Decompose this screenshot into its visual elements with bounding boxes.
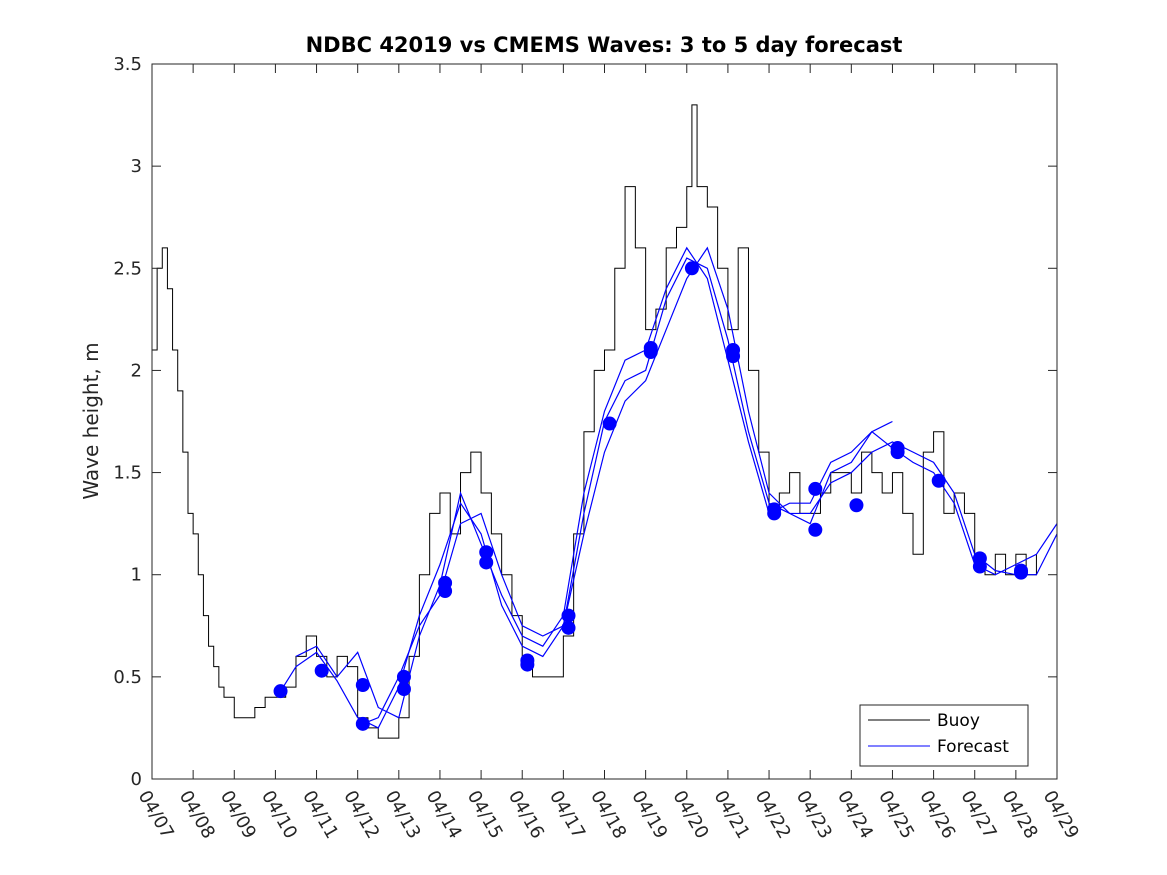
forecast-marker [273,684,288,699]
forecast-marker [767,506,782,521]
forecast-marker [808,481,823,496]
forecast-marker [602,416,617,431]
buoy-series-line [152,104,1037,739]
forecast-marker [808,522,823,537]
y-tick-label: 3 [131,156,142,177]
y-tick-label: 1 [131,565,142,586]
chart-title: NDBC 42019 vs CMEMS Waves: 3 to 5 day fo… [306,33,903,57]
y-tick-label: 2 [131,360,142,381]
forecast-marker [684,261,699,276]
forecast-marker [849,498,864,513]
forecast-marker [479,555,494,570]
forecast-marker [520,657,535,672]
forecast-marker [314,663,329,678]
forecast-marker [396,669,411,684]
forecast-marker [355,716,370,731]
forecast-marker [972,559,987,574]
forecast-marker [438,584,453,599]
forecast-marker [561,608,576,623]
y-tick-label: 0.5 [113,667,142,688]
forecast-marker [561,620,576,635]
forecast-marker [726,349,741,364]
forecast-marker [890,445,905,460]
forecast-marker [396,682,411,697]
forecast-marker [931,473,946,488]
y-tick-label: 0 [131,769,142,790]
forecast-series-line-1 [280,257,1057,729]
forecast-marker [1014,565,1029,580]
forecast-marker [355,678,370,693]
y-tick-label: 1.5 [113,463,142,484]
y-tick-label: 2.5 [113,258,142,279]
forecast-marker [643,345,658,360]
legend-forecast-label: Forecast [937,737,1009,757]
series-layer [152,104,1057,739]
forecast-series-line-2 [295,246,1057,719]
series-group [152,104,1057,739]
legend-buoy-label: Buoy [937,711,980,731]
legend: Buoy Forecast [859,704,1029,767]
legend-box [859,704,1029,767]
forecast-series-line-3 [362,246,893,725]
y-axis-label: Wave height, m [79,342,103,499]
y-tick-label: 3.5 [113,54,142,75]
